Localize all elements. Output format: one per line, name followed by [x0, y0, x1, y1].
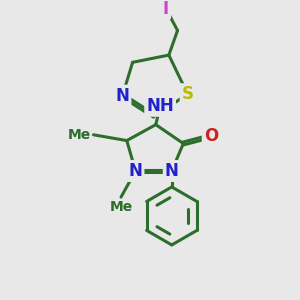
Text: NH: NH [146, 97, 174, 115]
Text: S: S [182, 85, 194, 103]
Text: I: I [163, 0, 169, 18]
Text: N: N [165, 162, 179, 180]
Text: Me: Me [110, 200, 133, 214]
Text: N: N [116, 87, 129, 105]
Text: N: N [129, 162, 142, 180]
Text: O: O [204, 127, 218, 145]
Text: Me: Me [67, 128, 91, 142]
